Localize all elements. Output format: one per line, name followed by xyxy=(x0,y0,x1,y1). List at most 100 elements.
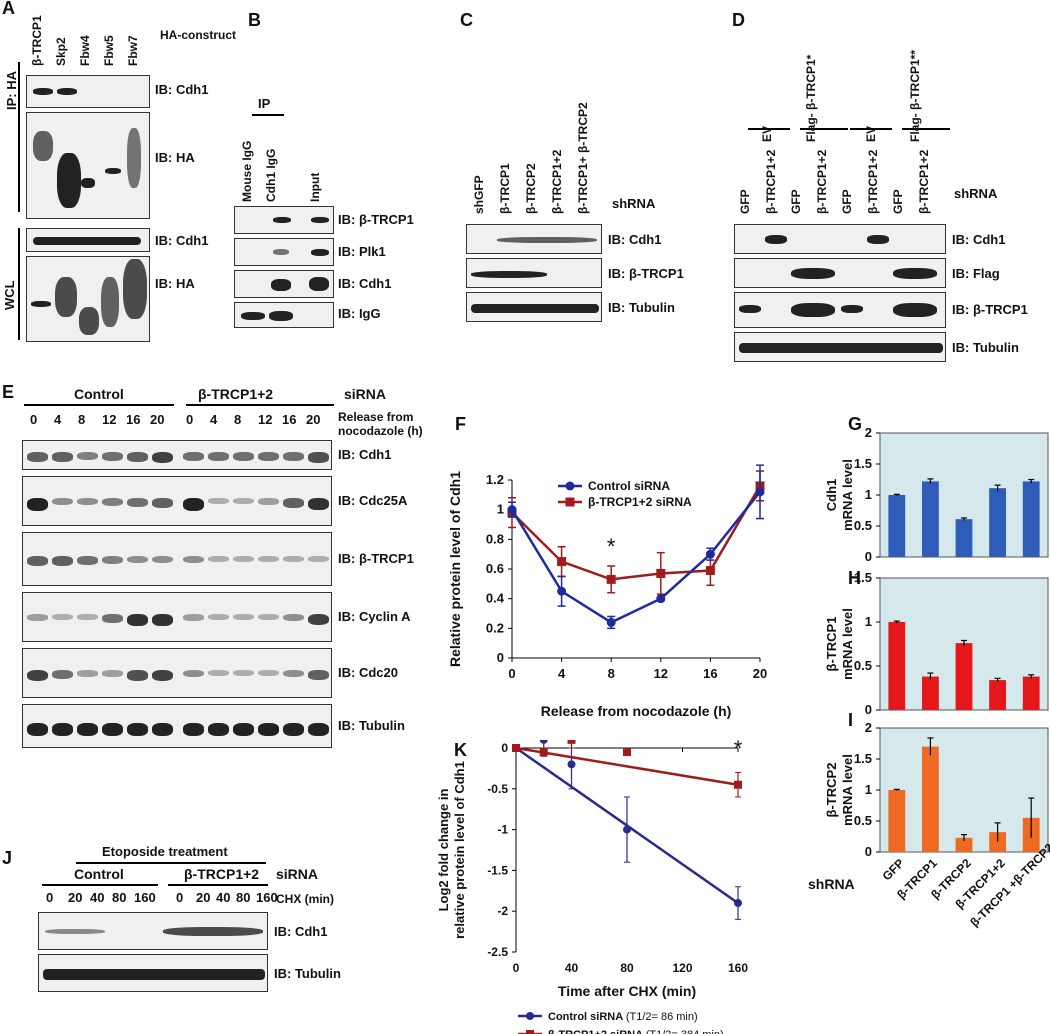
panel-e-label: E xyxy=(2,382,15,402)
band xyxy=(183,452,204,461)
band xyxy=(308,452,329,463)
bar xyxy=(1022,676,1040,710)
i-shrna-label: shRNA xyxy=(808,876,855,892)
time-label-j: 0 xyxy=(176,890,184,905)
ib-b2: IB: Plk1 xyxy=(338,244,386,259)
x-tick-label: 40 xyxy=(565,961,579,975)
band xyxy=(283,556,304,562)
band xyxy=(127,670,148,681)
panel-f-label: F xyxy=(455,414,466,434)
legend-label: Control siRNA (T1/2= 86 min) xyxy=(548,1011,698,1023)
group-line-d xyxy=(902,128,950,130)
ib-a2: IB: HA xyxy=(155,150,195,165)
y-tick-label: 0.5 xyxy=(854,518,872,533)
blot-b2 xyxy=(234,238,334,266)
time-label-j: 40 xyxy=(90,890,105,905)
y-tick-label: 0 xyxy=(865,844,872,859)
band xyxy=(308,670,329,680)
band xyxy=(52,670,73,679)
band xyxy=(102,723,123,736)
band xyxy=(258,670,279,676)
y-tick-label: 2 xyxy=(865,425,872,440)
y-tick-label: 1 xyxy=(865,487,872,502)
time-label-e: 0 xyxy=(186,412,194,427)
legend-label: Control siRNA xyxy=(588,479,670,493)
blot-e xyxy=(22,440,332,470)
ib-e: IB: Cdc25A xyxy=(338,493,408,508)
time-label-j: 160 xyxy=(256,890,278,905)
data-point xyxy=(557,586,567,596)
band xyxy=(308,723,329,736)
ip-b-label: IP xyxy=(258,96,271,111)
x-tick-label: 16 xyxy=(703,666,717,681)
time-label-e: 4 xyxy=(210,412,218,427)
x-axis-label: Release from nocodazole (h) xyxy=(541,703,732,719)
y-tick-label: 1.5 xyxy=(854,456,872,471)
y-axis-label: β-TRCP2 xyxy=(824,763,839,818)
lane-label-d: β-TRCP1+2 xyxy=(814,149,829,214)
band xyxy=(152,556,173,564)
bar xyxy=(922,746,939,852)
band xyxy=(308,556,329,562)
band xyxy=(77,614,98,620)
plot-area xyxy=(879,727,1049,853)
y-axis-label: mRNA level xyxy=(840,459,855,531)
data-point xyxy=(539,748,548,757)
blot-e xyxy=(22,476,332,526)
ib-e: IB: Cyclin A xyxy=(338,609,411,624)
data-point xyxy=(656,594,666,604)
e-control-label: Control xyxy=(74,386,124,402)
band xyxy=(127,498,148,507)
bar xyxy=(955,519,973,557)
blot-j2 xyxy=(38,954,268,992)
band xyxy=(52,556,73,566)
blot-d2 xyxy=(734,258,946,288)
band xyxy=(233,556,254,562)
blot-d1 xyxy=(734,224,946,254)
panel-i-label: I xyxy=(848,710,854,730)
band xyxy=(127,723,148,736)
ib-a1: IB: Cdh1 xyxy=(155,82,209,97)
band xyxy=(127,452,148,462)
lane-label-a: Fbw4 xyxy=(78,35,92,66)
band xyxy=(77,723,98,736)
y-tick-label: 0.8 xyxy=(486,531,504,546)
j-trcp-label: β-TRCP1+2 xyxy=(184,866,260,882)
y-tick-label: -1 xyxy=(497,823,508,837)
lane-label-d: GFP xyxy=(738,189,752,214)
panel-d-label: D xyxy=(732,10,745,30)
legend-name: β-TRCP1+2 siRNA xyxy=(548,1029,646,1034)
time-label-j: 20 xyxy=(196,890,211,905)
data-point xyxy=(734,780,742,789)
series-line xyxy=(511,485,762,581)
j-control-label: Control xyxy=(74,866,124,882)
y-axis-label: mRNA level xyxy=(840,608,855,680)
band xyxy=(283,498,304,508)
time-label-j: 40 xyxy=(216,890,231,905)
time-label-j: 0 xyxy=(46,890,54,905)
band xyxy=(77,670,98,677)
band xyxy=(258,556,279,562)
x-tick-label: 0 xyxy=(508,666,515,681)
group-line-d xyxy=(748,128,790,130)
data-point xyxy=(512,744,520,752)
blot-a2 xyxy=(26,112,150,219)
panel-g-label: G xyxy=(848,414,863,434)
ib-b4: IB: IgG xyxy=(338,306,381,321)
legend-halflife: (T1/2= 384 min) xyxy=(646,1029,724,1034)
blot-b4 xyxy=(234,302,334,328)
band xyxy=(52,498,73,506)
legend-marker xyxy=(526,1012,534,1020)
band xyxy=(208,498,229,504)
band xyxy=(77,498,98,506)
data-point xyxy=(623,748,631,757)
data-point xyxy=(539,740,548,744)
ib-b3: IB: Cdh1 xyxy=(338,276,392,291)
y-tick-label: 0 xyxy=(497,650,504,665)
band xyxy=(258,498,279,505)
x-tick-label: 12 xyxy=(654,666,668,681)
data-point xyxy=(557,557,567,567)
ib-j2: IB: Tubulin xyxy=(274,966,341,981)
lane-label-c: β-TRCP1+ β-TRCP2 xyxy=(576,102,590,214)
y-tick-label: 0.4 xyxy=(486,591,505,606)
